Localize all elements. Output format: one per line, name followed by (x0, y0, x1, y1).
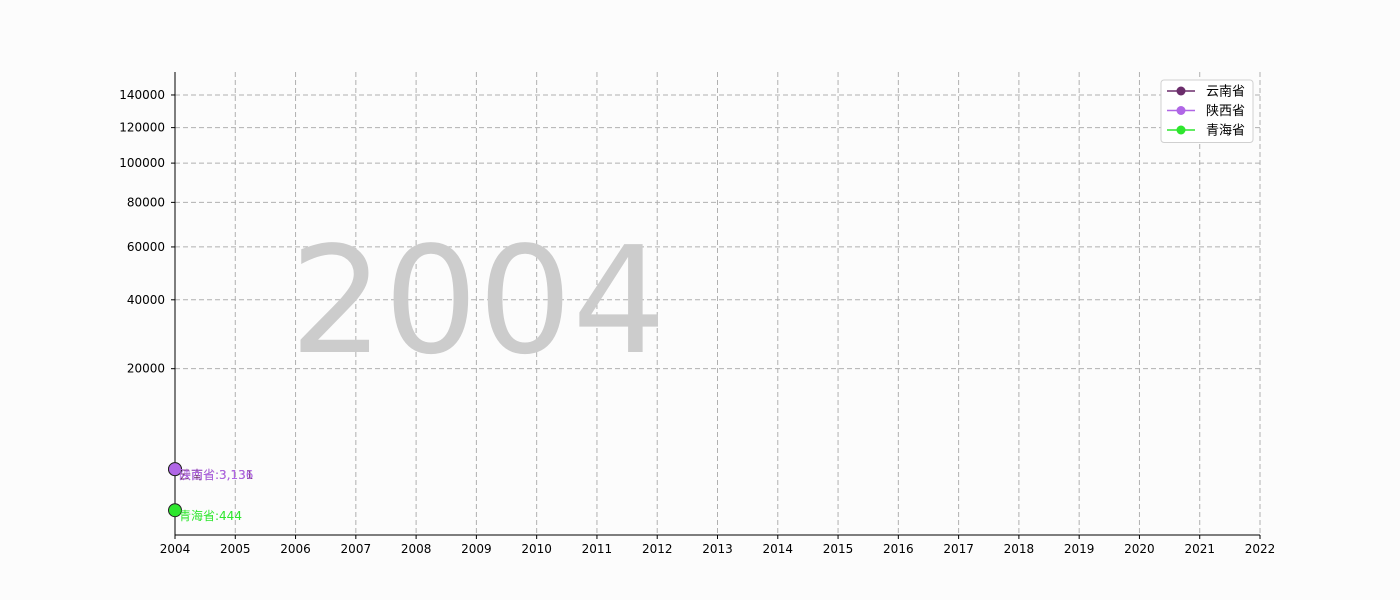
x-tick-label: 2016 (883, 542, 914, 556)
data-label: 陕西省:3,136 (179, 467, 253, 482)
year-watermark: 2004 (290, 215, 667, 387)
data-point (168, 462, 182, 477)
x-tick-label: 2006 (280, 542, 311, 556)
legend-marker (1176, 106, 1186, 115)
x-tick-label: 2010 (521, 542, 552, 556)
x-tick-label: 2017 (943, 542, 974, 556)
data-point (168, 503, 182, 518)
y-tick-label: 80000 (127, 195, 165, 209)
x-tick-label: 2015 (823, 542, 854, 556)
x-tick-label: 2012 (642, 542, 673, 556)
x-tick-label: 2005 (220, 542, 251, 556)
x-tick-label: 2013 (702, 542, 733, 556)
grid (175, 72, 1261, 535)
y-tick-label: 140000 (119, 88, 165, 102)
legend-entry: 陕西省 (1206, 104, 1245, 119)
x-tick-label: 2011 (582, 542, 613, 556)
data-label: 云南省:3,131 (179, 467, 253, 482)
y-tick-label: 100000 (119, 156, 165, 170)
legend-entry: 云南省 (1206, 84, 1245, 100)
x-tick-label: 2004 (160, 542, 191, 556)
legend-marker (1176, 125, 1186, 135)
x-tick-label: 2019 (1064, 542, 1095, 556)
x-tick-label: 2014 (763, 542, 794, 556)
data-label: 青海省:444 (179, 508, 242, 523)
x-tick-label: 2018 (1004, 542, 1035, 556)
x-tick-label: 2008 (401, 542, 432, 556)
axes: 2004 2005 2006 2007 2008 2009 2010 2011 2012 2013… (119, 72, 1275, 556)
x-tick-label: 2007 (341, 542, 372, 556)
y-tick-label: 120000 (119, 121, 165, 135)
y-tick-label: 40000 (127, 293, 165, 307)
x-tick-label: 2021 (1184, 542, 1215, 556)
y-tick-label: 60000 (127, 240, 165, 254)
x-tick-label: 2022 (1245, 542, 1276, 556)
x-tick-label: 2020 (1124, 542, 1155, 556)
legend-marker (1176, 86, 1186, 96)
y-tick-label: 20000 (127, 362, 165, 376)
x-tick-label: 2009 (461, 542, 492, 556)
legend-entry: 青海省 (1206, 124, 1245, 139)
